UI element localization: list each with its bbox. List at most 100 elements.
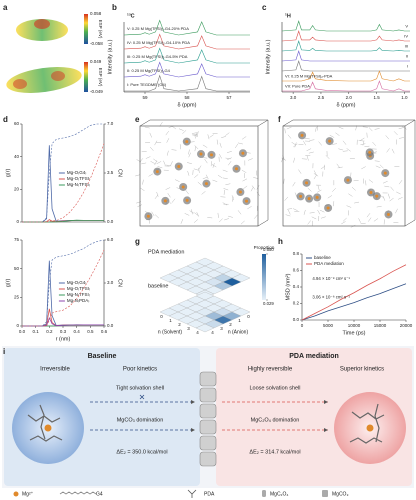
molecule-bond xyxy=(361,166,366,170)
electrode-layer xyxy=(199,451,217,467)
molecule-bond xyxy=(242,178,248,182)
molecule-bond xyxy=(187,170,190,176)
colorbar xyxy=(84,14,88,44)
electrode-layer xyxy=(199,387,217,403)
molecule-bond xyxy=(308,151,314,154)
colorbar xyxy=(84,62,88,92)
molecule-bond xyxy=(364,145,370,148)
molecule-bond xyxy=(209,134,214,138)
y-tick-label: 0.2 xyxy=(293,301,300,306)
colorbar-tick-label: 0.029 xyxy=(263,301,274,306)
spectrum xyxy=(281,60,410,72)
y-tick-label: 40 xyxy=(14,154,20,159)
molecule-bond xyxy=(335,132,340,136)
molecule-bond xyxy=(166,150,169,156)
molecule-bond xyxy=(291,141,296,146)
y-tick-label: 0.0 xyxy=(293,317,300,322)
molecule-bond xyxy=(293,208,298,211)
molecule-bond xyxy=(389,197,394,202)
series-label: II xyxy=(406,54,408,59)
molecule-bond xyxy=(398,179,403,185)
molecule-bond xyxy=(222,202,228,206)
mg-ion xyxy=(383,171,387,175)
molecule-bond xyxy=(225,183,231,186)
y2-axis-label: CN xyxy=(117,169,123,177)
mg-ion xyxy=(307,197,311,201)
x-tick-label: 4 xyxy=(196,330,199,335)
molecule-bond xyxy=(150,161,156,164)
y2-axis-label: CN xyxy=(117,279,123,287)
spectrum xyxy=(281,20,410,32)
molecule-bond xyxy=(376,205,382,208)
md-snapshot xyxy=(135,119,269,227)
mg-ion xyxy=(315,195,319,199)
molecule-bond xyxy=(237,142,243,145)
panel-label: d xyxy=(3,115,8,124)
mg-ion xyxy=(185,140,189,144)
molecule-bond xyxy=(189,210,194,214)
molecule-bond xyxy=(180,219,184,224)
series-line xyxy=(22,239,105,327)
series-line xyxy=(22,249,105,327)
spectrum xyxy=(282,80,410,92)
molecule-bond xyxy=(247,158,253,161)
mg-ion xyxy=(44,424,52,432)
colorbar-tick-label: 0.650 xyxy=(263,247,274,252)
molecule-bond xyxy=(186,162,192,164)
molecule-bond xyxy=(354,201,360,204)
chart-title: ¹H xyxy=(285,12,291,19)
molecule-bond xyxy=(193,134,198,137)
x-tick-label: 5000 xyxy=(323,323,334,328)
x-tick-label: 59 xyxy=(142,95,148,100)
sim-box-edge xyxy=(282,119,416,227)
molecule-bond xyxy=(397,197,403,200)
y2-tick-label: 7.0 xyxy=(107,121,114,126)
molecule-bond xyxy=(179,144,181,150)
molecule-bond xyxy=(368,127,373,132)
colorbar-tick: 0.058 xyxy=(90,11,102,16)
cross xyxy=(139,394,145,400)
molecule-bond xyxy=(315,126,317,132)
molecule-bond xyxy=(211,164,217,168)
legend-label: Mg-O₍G4₎ xyxy=(67,170,86,175)
molecule xyxy=(349,403,385,444)
molecule-bond xyxy=(197,181,202,186)
molecule-bond xyxy=(170,161,173,166)
panel-label: g xyxy=(135,237,140,246)
molecule-bond xyxy=(212,179,218,182)
scheme xyxy=(2,346,414,498)
y-tick-label: 0.6 xyxy=(293,268,300,273)
molecule-bond xyxy=(398,137,404,139)
molecule-bond xyxy=(311,216,317,220)
legend-label: Mg-O₍TFSI₎ xyxy=(67,176,90,181)
series-line xyxy=(22,123,104,223)
spectrum xyxy=(282,70,410,82)
legend-label: Mg-O₍G4₎ xyxy=(67,280,86,285)
molecule-bond xyxy=(217,174,223,179)
mg-ion xyxy=(241,151,245,155)
molecule-bond xyxy=(156,161,162,164)
y-tick-label: 0 xyxy=(16,323,19,328)
annotation: 4.94 × 10⁻⁸ cm² s⁻¹ xyxy=(312,276,350,281)
legend-label: Mg-N₍TFSI₎ xyxy=(67,292,90,297)
molecule-bond xyxy=(307,187,312,192)
molecule-bond xyxy=(191,132,197,134)
molecule-bond xyxy=(287,209,291,215)
colorbar-label: Proportion xyxy=(254,245,275,250)
molecule-bond xyxy=(346,148,351,152)
feature: Irreversible xyxy=(40,367,70,373)
molecule-bond xyxy=(207,134,210,140)
series-line xyxy=(22,260,104,327)
molecule-bond xyxy=(293,143,298,148)
molecule-bond xyxy=(374,128,380,130)
esp-surface xyxy=(34,19,50,29)
mg-ion xyxy=(386,212,390,216)
x-axis-label: Time (ps) xyxy=(342,330,365,336)
mg-ion xyxy=(299,194,303,198)
molecule-bond xyxy=(393,131,398,136)
molecule-bond xyxy=(317,185,320,191)
molecule-bond xyxy=(318,141,322,146)
molecule-bond xyxy=(223,189,225,195)
molecule-bond xyxy=(202,144,208,148)
panel-label: h xyxy=(278,237,283,246)
